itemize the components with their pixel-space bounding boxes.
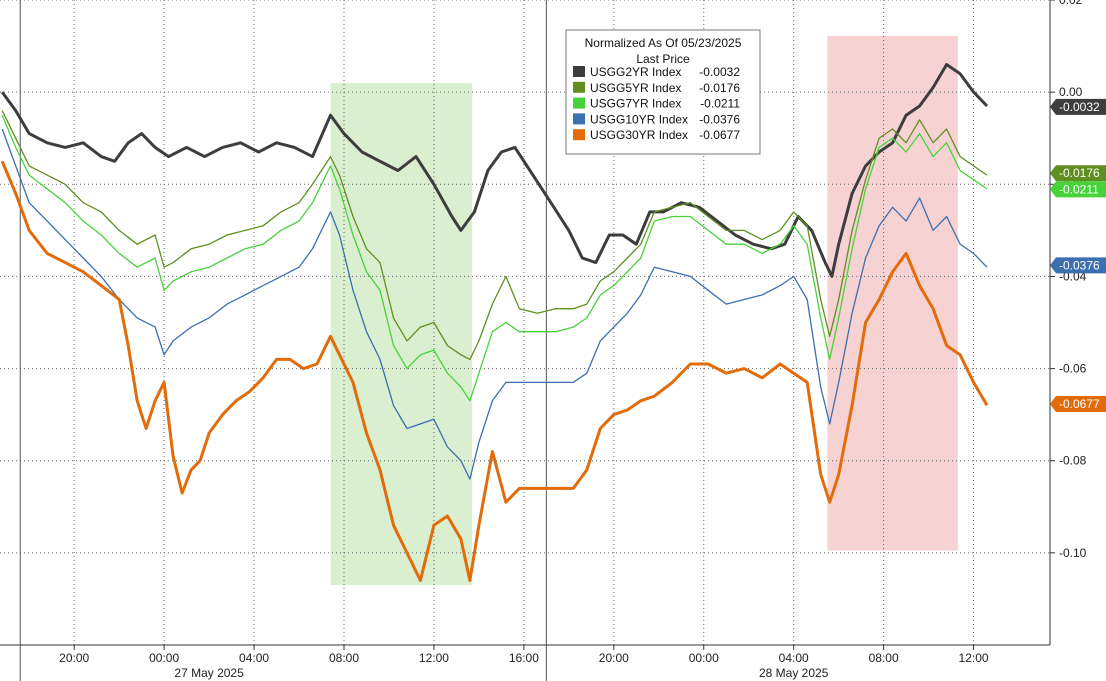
legend-swatch <box>573 66 585 77</box>
svg-text:-0.0032: -0.0032 <box>1059 100 1100 114</box>
x-tick-label: 20:00 <box>59 651 89 665</box>
legend-series-name: USGG5YR Index <box>590 81 681 95</box>
legend-series-value: -0.0376 <box>699 112 740 126</box>
legend-series-value: -0.0677 <box>699 128 740 142</box>
last-price-tag-usgg10yr: -0.0376 <box>1050 257 1106 274</box>
last-price-tags: -0.0032 -0.0176 -0.0211 -0.0376 -0.0677 <box>1050 98 1106 413</box>
y-tick-label: -0.06 <box>1059 362 1087 376</box>
legend-series-value: -0.0176 <box>699 81 740 95</box>
x-tick-label: 08:00 <box>869 651 899 665</box>
svg-text:-0.0176: -0.0176 <box>1059 166 1100 180</box>
legend: Normalized As Of 05/23/2025 Last Price U… <box>565 29 761 155</box>
legend-swatch <box>573 97 585 109</box>
x-tick-label: 00:00 <box>689 651 719 665</box>
y-tick-label: -0.10 <box>1059 546 1087 560</box>
x-tick-label: 08:00 <box>329 651 359 665</box>
x-tick-label: 20:00 <box>599 651 629 665</box>
x-tick-label: 04:00 <box>779 651 809 665</box>
x-tick-label: 12:00 <box>419 651 449 665</box>
x-tick-label: 04:00 <box>239 651 269 665</box>
svg-text:-0.0211: -0.0211 <box>1059 182 1099 196</box>
svg-text:-0.0376: -0.0376 <box>1059 258 1100 272</box>
x-date-label: 28 May 2025 <box>759 666 829 680</box>
legend-box <box>565 29 761 155</box>
legend-item-usgg10yr: USGG10YR Index -0.0376 <box>573 112 740 126</box>
series-line-usgg5yr <box>1 110 988 361</box>
x-tick-label: 16:00 <box>509 651 539 665</box>
last-price-tag-usgg2yr: -0.0032 <box>1050 98 1106 115</box>
last-price-tag-usgg5yr: -0.0176 <box>1050 165 1106 182</box>
legend-item-usgg2yr: USGG2YR Index -0.0032 <box>573 65 740 79</box>
x-axis-ticks: 20:00 00:00 04:00 08:00 12:00 16:00 20:00 00:00… <box>59 645 989 680</box>
svg-text:-0.0677: -0.0677 <box>1059 397 1100 411</box>
series-line-usgg2yr <box>0 63 989 278</box>
last-price-tag-usgg7yr: -0.0211 <box>1050 181 1106 198</box>
legend-series-name: USGG7YR Index <box>590 97 681 111</box>
legend-series-value: -0.0211 <box>700 97 740 111</box>
series-line-usgg30yr <box>0 160 989 582</box>
x-tick-label: 12:00 <box>959 651 989 665</box>
legend-swatch <box>573 113 585 125</box>
y-tick-label: 0.02 <box>1059 0 1083 7</box>
legend-subtitle: Last Price <box>636 52 690 66</box>
legend-series-name: USGG30YR Index <box>590 128 688 142</box>
shaded-region-1 <box>330 82 473 586</box>
legend-series-value: -0.0032 <box>699 65 740 79</box>
y-tick-label: 0.00 <box>1059 85 1083 99</box>
legend-item-usgg5yr: USGG5YR Index -0.0176 <box>573 81 740 95</box>
axes <box>0 0 1051 646</box>
last-price-tag-usgg30yr: -0.0677 <box>1050 396 1106 413</box>
series-line-usgg10yr <box>1 128 988 480</box>
series-line-usgg7yr <box>1 114 988 402</box>
shaded-region-2 <box>827 35 958 551</box>
series-lines <box>0 63 989 582</box>
gridlines <box>0 0 1050 681</box>
legend-swatch <box>573 81 585 93</box>
legend-title: Normalized As Of 05/23/2025 <box>585 36 742 50</box>
legend-items: USGG2YR Index -0.0032 USGG5YR Index -0.0176… <box>573 65 740 142</box>
legend-series-name: USGG10YR Index <box>590 112 688 126</box>
legend-swatch <box>573 129 585 141</box>
legend-item-usgg30yr: USGG30YR Index -0.0677 <box>573 128 740 142</box>
x-date-label: 27 May 2025 <box>174 666 244 680</box>
legend-item-usgg7yr: USGG7YR Index -0.0211 <box>573 97 740 111</box>
legend-series-name: USGG2YR Index <box>590 65 681 79</box>
y-tick-label: -0.08 <box>1059 454 1087 468</box>
x-tick-label: 00:00 <box>149 651 179 665</box>
